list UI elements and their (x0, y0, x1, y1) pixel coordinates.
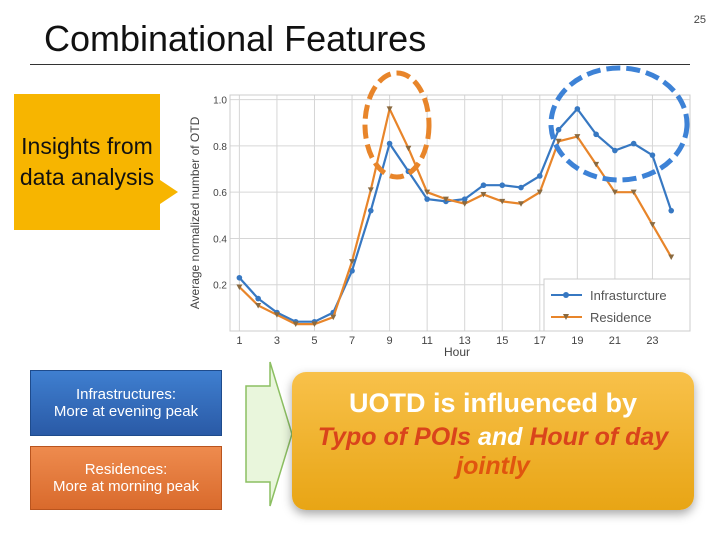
infrastructure-box-text: More at evening peak (53, 403, 199, 420)
x-tick-label: 7 (349, 335, 355, 347)
data-point-infrasturcture (424, 196, 430, 202)
data-point-residence (668, 254, 675, 260)
right-arrow (245, 361, 293, 507)
slide-title: Combinational Features (44, 18, 427, 59)
data-point-residence (518, 201, 525, 207)
legend-marker-infrastructure (563, 292, 569, 298)
x-tick-label: 21 (609, 335, 621, 347)
legend-label-infrastructure: Infrasturcture (590, 288, 667, 303)
conclusion-hour: Hour of day (529, 423, 669, 451)
conclusion-and: and (471, 423, 530, 451)
x-tick-label: 13 (459, 335, 471, 347)
data-point-residence (499, 198, 506, 205)
y-axis-label: Average normalized number of OTD (188, 116, 202, 309)
infrastructure-box-title: Infrastructures: (75, 386, 177, 403)
x-tick-label: 15 (496, 335, 508, 347)
data-point-residence (255, 303, 262, 309)
data-point-residence (349, 259, 356, 265)
data-point-residence (555, 138, 562, 145)
data-point-infrasturcture (368, 207, 374, 214)
x-tick-label: 17 (534, 335, 546, 347)
highlight-circle-evening (548, 65, 690, 183)
data-point-residence (536, 189, 543, 196)
conclusion-line-3: jointly (456, 452, 530, 480)
data-point-residence (405, 145, 412, 152)
data-point-infrasturcture (461, 196, 468, 202)
data-point-residence (273, 312, 280, 318)
y-tick-label: 1.0 (213, 96, 227, 107)
data-point-infrasturcture (255, 295, 261, 302)
x-tick-label: 9 (387, 335, 393, 347)
data-point-residence (236, 284, 243, 291)
y-tick-label: 0.8 (213, 142, 227, 153)
legend-label-residence: Residence (590, 310, 651, 325)
data-point-residence (574, 134, 581, 140)
y-tick-label: 0.2 (213, 281, 227, 292)
data-point-residence (292, 321, 299, 328)
x-tick-label: 5 (311, 335, 317, 347)
series-line-infrasturcture (238, 107, 673, 323)
title-divider (30, 64, 690, 65)
data-point-infrasturcture (555, 126, 562, 133)
series-lines (236, 105, 675, 328)
data-point-infrasturcture (574, 106, 581, 112)
data-point-infrasturcture (349, 268, 355, 274)
callout-pointer (160, 180, 178, 204)
data-point-infrasturcture (612, 147, 618, 154)
data-point-residence (611, 189, 618, 196)
x-tick-label: 3 (274, 335, 280, 347)
plot-frame (229, 94, 691, 332)
residence-box: Residences: More at morning peak (30, 446, 222, 510)
data-point-residence (630, 189, 637, 196)
data-point-residence (480, 191, 487, 198)
data-point-infrasturcture (499, 182, 506, 189)
data-point-residence (386, 106, 393, 112)
data-point-residence (593, 161, 600, 168)
data-point-residence (442, 196, 449, 203)
conclusion-line-1: UOTD is influenced by (348, 388, 638, 418)
data-point-infrasturcture (649, 152, 656, 158)
data-point-infrasturcture (236, 274, 243, 281)
conclusion-line-2: Typo of POIs and Hour of day (292, 423, 694, 452)
x-tick-label: 23 (646, 335, 658, 347)
data-point-infrasturcture (593, 131, 599, 138)
y-tick-label: 0.6 (213, 188, 227, 199)
highlight-circle-morning (362, 70, 432, 180)
conclusion-box: UOTD is influenced by Typo of POIs and H… (292, 372, 694, 510)
x-tick-label: 11 (421, 335, 432, 347)
chart-ticks: 0.20.40.60.81.01 3 5 7 9 11 13 15 17 19 21 23 (213, 96, 658, 347)
data-point-residence (330, 314, 337, 321)
data-point-residence (367, 187, 374, 193)
legend-marker-residence (563, 314, 569, 320)
page-number: 25 (693, 14, 706, 26)
data-point-infrasturcture (630, 140, 637, 147)
data-point-infrasturcture (480, 182, 487, 189)
data-point-infrasturcture (386, 140, 393, 147)
data-point-infrasturcture (518, 184, 524, 191)
infrastructure-box: Infrastructures: More at evening peak (30, 370, 222, 436)
data-point-residence (424, 189, 431, 196)
conclusion-typo: Typo of POIs (317, 423, 471, 451)
data-point-infrasturcture (668, 207, 675, 214)
data-point-residence (311, 321, 318, 328)
insights-callout: Insights from data analysis (14, 94, 160, 230)
series-line-residence (238, 105, 673, 326)
x-axis-label: Hour (444, 345, 470, 359)
data-point-infrasturcture (536, 173, 543, 179)
x-tick-label: 19 (571, 335, 583, 347)
y-tick-label: 0.4 (213, 234, 227, 245)
residence-box-title: Residences: (84, 461, 168, 478)
chart-legend: Infrasturcture Residence (543, 278, 691, 332)
data-point-residence (461, 201, 468, 207)
x-tick-label: 1 (236, 335, 242, 347)
legend-box (543, 278, 691, 332)
data-point-residence (649, 222, 656, 228)
residence-box-text: More at morning peak (53, 478, 199, 495)
